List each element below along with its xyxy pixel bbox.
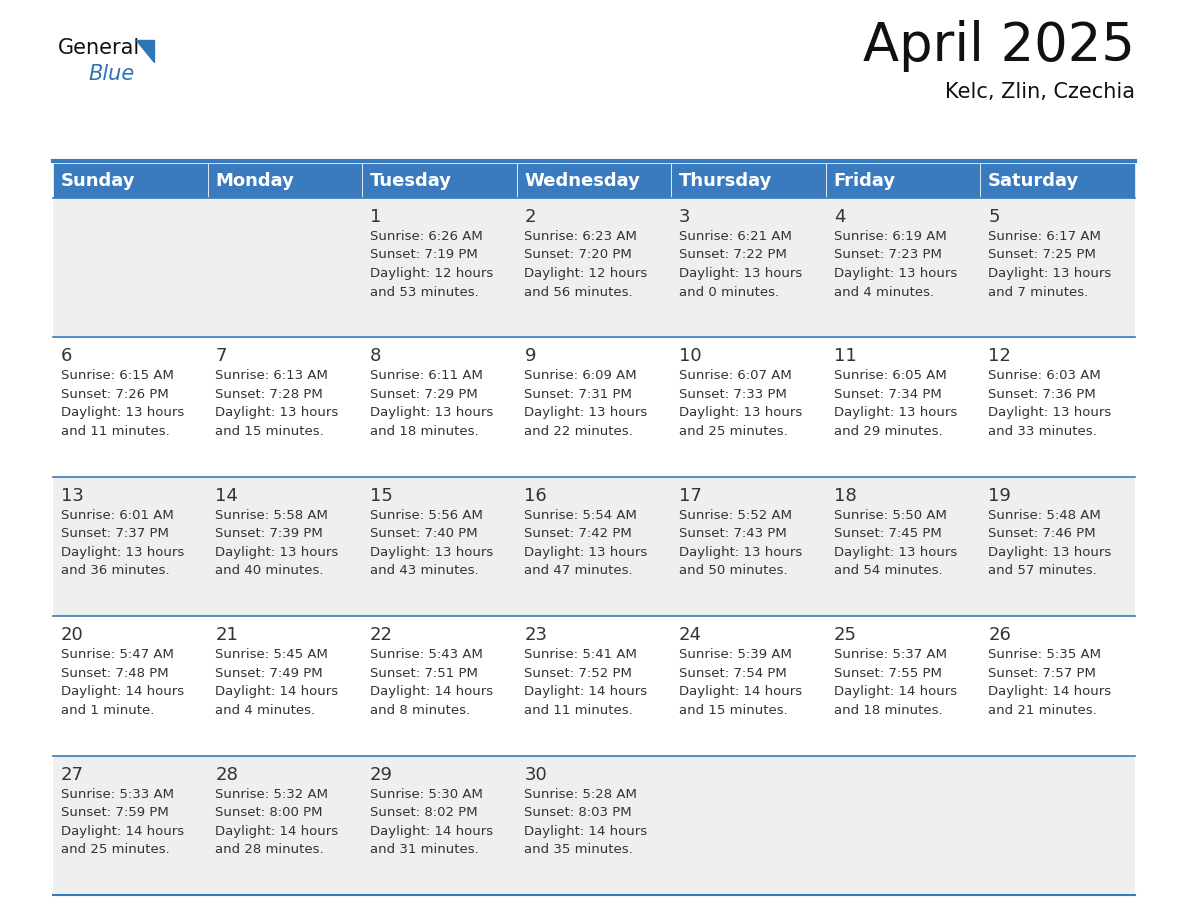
Text: Wednesday: Wednesday <box>524 172 640 189</box>
Text: Sunrise: 6:23 AM
Sunset: 7:20 PM
Daylight: 12 hours
and 56 minutes.: Sunrise: 6:23 AM Sunset: 7:20 PM Dayligh… <box>524 230 647 298</box>
Text: 29: 29 <box>369 766 393 784</box>
Text: Sunrise: 5:52 AM
Sunset: 7:43 PM
Daylight: 13 hours
and 50 minutes.: Sunrise: 5:52 AM Sunset: 7:43 PM Dayligh… <box>680 509 802 577</box>
Text: 17: 17 <box>680 487 702 505</box>
Bar <box>53 756 1135 895</box>
Bar <box>671 163 826 198</box>
Text: Sunrise: 6:07 AM
Sunset: 7:33 PM
Daylight: 13 hours
and 25 minutes.: Sunrise: 6:07 AM Sunset: 7:33 PM Dayligh… <box>680 369 802 438</box>
Text: General: General <box>58 38 140 58</box>
Text: 11: 11 <box>834 347 857 365</box>
Text: Sunrise: 6:21 AM
Sunset: 7:22 PM
Daylight: 13 hours
and 0 minutes.: Sunrise: 6:21 AM Sunset: 7:22 PM Dayligh… <box>680 230 802 298</box>
Text: 23: 23 <box>524 626 548 644</box>
Text: Sunrise: 5:43 AM
Sunset: 7:51 PM
Daylight: 14 hours
and 8 minutes.: Sunrise: 5:43 AM Sunset: 7:51 PM Dayligh… <box>369 648 493 717</box>
Text: 26: 26 <box>988 626 1011 644</box>
Text: Saturday: Saturday <box>988 172 1080 189</box>
Text: Sunrise: 5:56 AM
Sunset: 7:40 PM
Daylight: 13 hours
and 43 minutes.: Sunrise: 5:56 AM Sunset: 7:40 PM Dayligh… <box>369 509 493 577</box>
Text: Sunrise: 5:48 AM
Sunset: 7:46 PM
Daylight: 13 hours
and 57 minutes.: Sunrise: 5:48 AM Sunset: 7:46 PM Dayligh… <box>988 509 1112 577</box>
Text: Sunrise: 6:11 AM
Sunset: 7:29 PM
Daylight: 13 hours
and 18 minutes.: Sunrise: 6:11 AM Sunset: 7:29 PM Dayligh… <box>369 369 493 438</box>
Text: 21: 21 <box>215 626 238 644</box>
Text: 14: 14 <box>215 487 238 505</box>
Text: 6: 6 <box>61 347 72 365</box>
Text: 16: 16 <box>524 487 548 505</box>
Text: Sunrise: 5:30 AM
Sunset: 8:02 PM
Daylight: 14 hours
and 31 minutes.: Sunrise: 5:30 AM Sunset: 8:02 PM Dayligh… <box>369 788 493 856</box>
Text: 3: 3 <box>680 208 690 226</box>
Bar <box>826 163 980 198</box>
Text: 28: 28 <box>215 766 238 784</box>
Text: Friday: Friday <box>834 172 896 189</box>
Text: Sunrise: 5:58 AM
Sunset: 7:39 PM
Daylight: 13 hours
and 40 minutes.: Sunrise: 5:58 AM Sunset: 7:39 PM Dayligh… <box>215 509 339 577</box>
Text: Sunrise: 5:35 AM
Sunset: 7:57 PM
Daylight: 14 hours
and 21 minutes.: Sunrise: 5:35 AM Sunset: 7:57 PM Dayligh… <box>988 648 1111 717</box>
Text: Sunrise: 6:15 AM
Sunset: 7:26 PM
Daylight: 13 hours
and 11 minutes.: Sunrise: 6:15 AM Sunset: 7:26 PM Dayligh… <box>61 369 184 438</box>
Text: April 2025: April 2025 <box>864 20 1135 72</box>
Bar <box>208 163 362 198</box>
Text: Sunrise: 6:17 AM
Sunset: 7:25 PM
Daylight: 13 hours
and 7 minutes.: Sunrise: 6:17 AM Sunset: 7:25 PM Dayligh… <box>988 230 1112 298</box>
Text: Sunday: Sunday <box>61 172 135 189</box>
Text: Sunrise: 5:50 AM
Sunset: 7:45 PM
Daylight: 13 hours
and 54 minutes.: Sunrise: 5:50 AM Sunset: 7:45 PM Dayligh… <box>834 509 956 577</box>
Bar <box>53 616 1135 756</box>
Text: Sunrise: 6:26 AM
Sunset: 7:19 PM
Daylight: 12 hours
and 53 minutes.: Sunrise: 6:26 AM Sunset: 7:19 PM Dayligh… <box>369 230 493 298</box>
Text: 20: 20 <box>61 626 83 644</box>
Text: 5: 5 <box>988 208 999 226</box>
Text: 19: 19 <box>988 487 1011 505</box>
Text: 9: 9 <box>524 347 536 365</box>
Text: Sunrise: 6:03 AM
Sunset: 7:36 PM
Daylight: 13 hours
and 33 minutes.: Sunrise: 6:03 AM Sunset: 7:36 PM Dayligh… <box>988 369 1112 438</box>
Polygon shape <box>135 40 154 62</box>
Text: Sunrise: 6:19 AM
Sunset: 7:23 PM
Daylight: 13 hours
and 4 minutes.: Sunrise: 6:19 AM Sunset: 7:23 PM Dayligh… <box>834 230 956 298</box>
Text: Sunrise: 6:09 AM
Sunset: 7:31 PM
Daylight: 13 hours
and 22 minutes.: Sunrise: 6:09 AM Sunset: 7:31 PM Dayligh… <box>524 369 647 438</box>
Text: Sunrise: 5:39 AM
Sunset: 7:54 PM
Daylight: 14 hours
and 15 minutes.: Sunrise: 5:39 AM Sunset: 7:54 PM Dayligh… <box>680 648 802 717</box>
Text: Sunrise: 5:54 AM
Sunset: 7:42 PM
Daylight: 13 hours
and 47 minutes.: Sunrise: 5:54 AM Sunset: 7:42 PM Dayligh… <box>524 509 647 577</box>
Text: 30: 30 <box>524 766 548 784</box>
Text: 12: 12 <box>988 347 1011 365</box>
Text: Sunrise: 5:37 AM
Sunset: 7:55 PM
Daylight: 14 hours
and 18 minutes.: Sunrise: 5:37 AM Sunset: 7:55 PM Dayligh… <box>834 648 956 717</box>
Text: Sunrise: 6:01 AM
Sunset: 7:37 PM
Daylight: 13 hours
and 36 minutes.: Sunrise: 6:01 AM Sunset: 7:37 PM Dayligh… <box>61 509 184 577</box>
Text: Blue: Blue <box>88 64 134 84</box>
Text: 15: 15 <box>369 487 393 505</box>
Text: 25: 25 <box>834 626 857 644</box>
Bar <box>980 163 1135 198</box>
Text: Thursday: Thursday <box>680 172 772 189</box>
Bar <box>362 163 517 198</box>
Bar <box>53 338 1135 476</box>
Text: 22: 22 <box>369 626 393 644</box>
Text: Sunrise: 6:13 AM
Sunset: 7:28 PM
Daylight: 13 hours
and 15 minutes.: Sunrise: 6:13 AM Sunset: 7:28 PM Dayligh… <box>215 369 339 438</box>
Text: Sunrise: 6:05 AM
Sunset: 7:34 PM
Daylight: 13 hours
and 29 minutes.: Sunrise: 6:05 AM Sunset: 7:34 PM Dayligh… <box>834 369 956 438</box>
Text: Sunrise: 5:47 AM
Sunset: 7:48 PM
Daylight: 14 hours
and 1 minute.: Sunrise: 5:47 AM Sunset: 7:48 PM Dayligh… <box>61 648 184 717</box>
Text: 2: 2 <box>524 208 536 226</box>
Bar <box>53 198 1135 338</box>
Text: 24: 24 <box>680 626 702 644</box>
Text: Monday: Monday <box>215 172 295 189</box>
Text: 13: 13 <box>61 487 83 505</box>
Text: Tuesday: Tuesday <box>369 172 451 189</box>
Text: 18: 18 <box>834 487 857 505</box>
Text: 10: 10 <box>680 347 702 365</box>
Text: 8: 8 <box>369 347 381 365</box>
Bar <box>53 476 1135 616</box>
Bar <box>517 163 671 198</box>
Text: Sunrise: 5:28 AM
Sunset: 8:03 PM
Daylight: 14 hours
and 35 minutes.: Sunrise: 5:28 AM Sunset: 8:03 PM Dayligh… <box>524 788 647 856</box>
Text: 1: 1 <box>369 208 381 226</box>
Bar <box>53 163 208 198</box>
Text: 4: 4 <box>834 208 845 226</box>
Text: Sunrise: 5:45 AM
Sunset: 7:49 PM
Daylight: 14 hours
and 4 minutes.: Sunrise: 5:45 AM Sunset: 7:49 PM Dayligh… <box>215 648 339 717</box>
Text: 27: 27 <box>61 766 83 784</box>
Text: Sunrise: 5:41 AM
Sunset: 7:52 PM
Daylight: 14 hours
and 11 minutes.: Sunrise: 5:41 AM Sunset: 7:52 PM Dayligh… <box>524 648 647 717</box>
Text: Sunrise: 5:33 AM
Sunset: 7:59 PM
Daylight: 14 hours
and 25 minutes.: Sunrise: 5:33 AM Sunset: 7:59 PM Dayligh… <box>61 788 184 856</box>
Text: Kelc, Zlin, Czechia: Kelc, Zlin, Czechia <box>944 82 1135 102</box>
Text: Sunrise: 5:32 AM
Sunset: 8:00 PM
Daylight: 14 hours
and 28 minutes.: Sunrise: 5:32 AM Sunset: 8:00 PM Dayligh… <box>215 788 339 856</box>
Text: 7: 7 <box>215 347 227 365</box>
